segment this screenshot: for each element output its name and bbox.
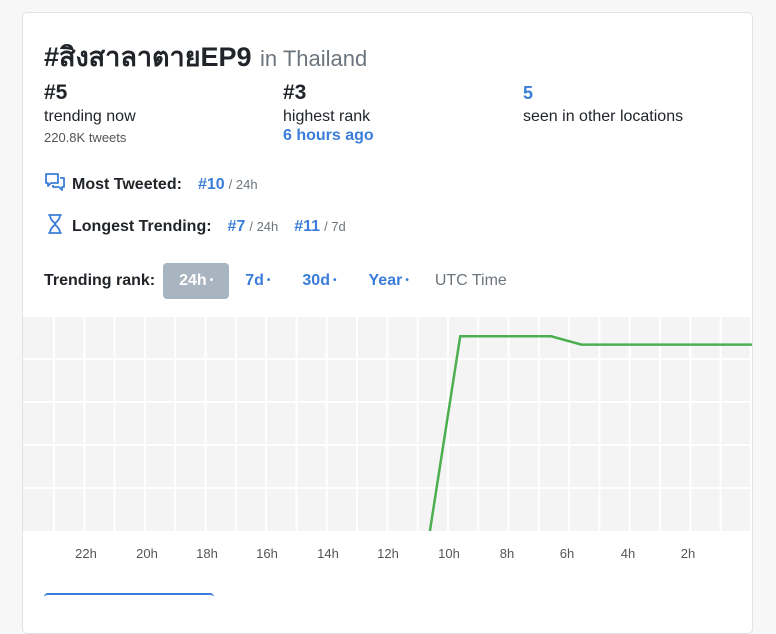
series-line xyxy=(428,335,752,532)
page-title: #สิงสาลาตายEP9 in Thailand xyxy=(44,35,367,78)
x-tick-label: 12h xyxy=(377,546,399,561)
utc-time-toggle[interactable]: UTC Time xyxy=(434,272,507,289)
x-tick-label: 22h xyxy=(75,546,97,561)
x-tick-label: 4h xyxy=(621,546,635,561)
other-locations-count[interactable]: 5 xyxy=(523,83,534,103)
x-tick-label: 18h xyxy=(196,546,218,561)
location-label: in Thailand xyxy=(260,46,368,71)
longest-trending-label: Longest Trending: xyxy=(72,217,212,235)
most-tweeted-period: / 24h xyxy=(228,177,258,192)
x-tick-label: 20h xyxy=(136,546,158,561)
other-locations-label: seen in other locations xyxy=(523,108,684,125)
tab-year[interactable]: Year • xyxy=(368,272,409,289)
highest-rank-time-link[interactable]: 6 hours ago xyxy=(283,127,374,144)
longest-trending-rank-7d-link[interactable]: #11 xyxy=(294,217,321,235)
stat-trending-now: #5 trending now 220.8K tweets xyxy=(44,81,136,145)
hourglass-icon xyxy=(44,213,66,240)
longest-trending-period-7d: / 7d xyxy=(324,219,346,234)
x-tick-label: 6h xyxy=(560,546,574,561)
bottom-action-button[interactable] xyxy=(44,593,214,625)
x-tick-label: 8h xyxy=(500,546,514,561)
tab-7d[interactable]: 7d • xyxy=(245,272,271,289)
most-tweeted-row: Most Tweeted: #10 / 24h xyxy=(44,171,258,198)
x-tick-label: 2h xyxy=(681,546,695,561)
hashtag-title: #สิงสาลาตายEP9 xyxy=(44,42,252,72)
most-tweeted-label: Most Tweeted: xyxy=(72,175,182,193)
longest-trending-period-24h: / 24h xyxy=(249,219,279,234)
trend-card: #สิงสาลาตายEP9 in Thailand #5 trending n… xyxy=(22,12,753,634)
tab-30d[interactable]: 30d • xyxy=(302,272,337,289)
stat-other-locations[interactable]: 5 seen in other locations xyxy=(523,81,683,127)
tab-24h[interactable]: 24h • xyxy=(163,263,230,299)
current-rank-label: trending now xyxy=(44,108,136,125)
current-rank: #5 xyxy=(44,81,68,104)
chat-icon xyxy=(44,171,66,198)
trending-rank-label: Trending rank: xyxy=(44,272,156,289)
longest-trending-row: Longest Trending: #7 / 24h #11 / 7d xyxy=(44,213,346,240)
x-tick-label: 16h xyxy=(256,546,278,561)
trending-rank-chart: 22h 20h 18h 16h 14h 12h 10h 8h 6h 4h 2h xyxy=(23,317,752,561)
highest-rank-label: highest rank xyxy=(283,108,371,125)
stat-highest-rank: #3 highest rank 6 hours ago xyxy=(283,81,374,145)
x-tick-label: 14h xyxy=(317,546,339,561)
trending-rank-tabs: Trending rank: 24h • 7d • 30d • Year • UTC T… xyxy=(44,261,507,301)
x-tick-label: 10h xyxy=(438,546,460,561)
longest-trending-rank-24h-link[interactable]: #7 xyxy=(227,217,246,235)
highest-rank: #3 xyxy=(283,81,307,104)
tweet-count: 220.8K tweets xyxy=(44,130,127,145)
most-tweeted-rank-link[interactable]: #10 xyxy=(197,175,225,193)
